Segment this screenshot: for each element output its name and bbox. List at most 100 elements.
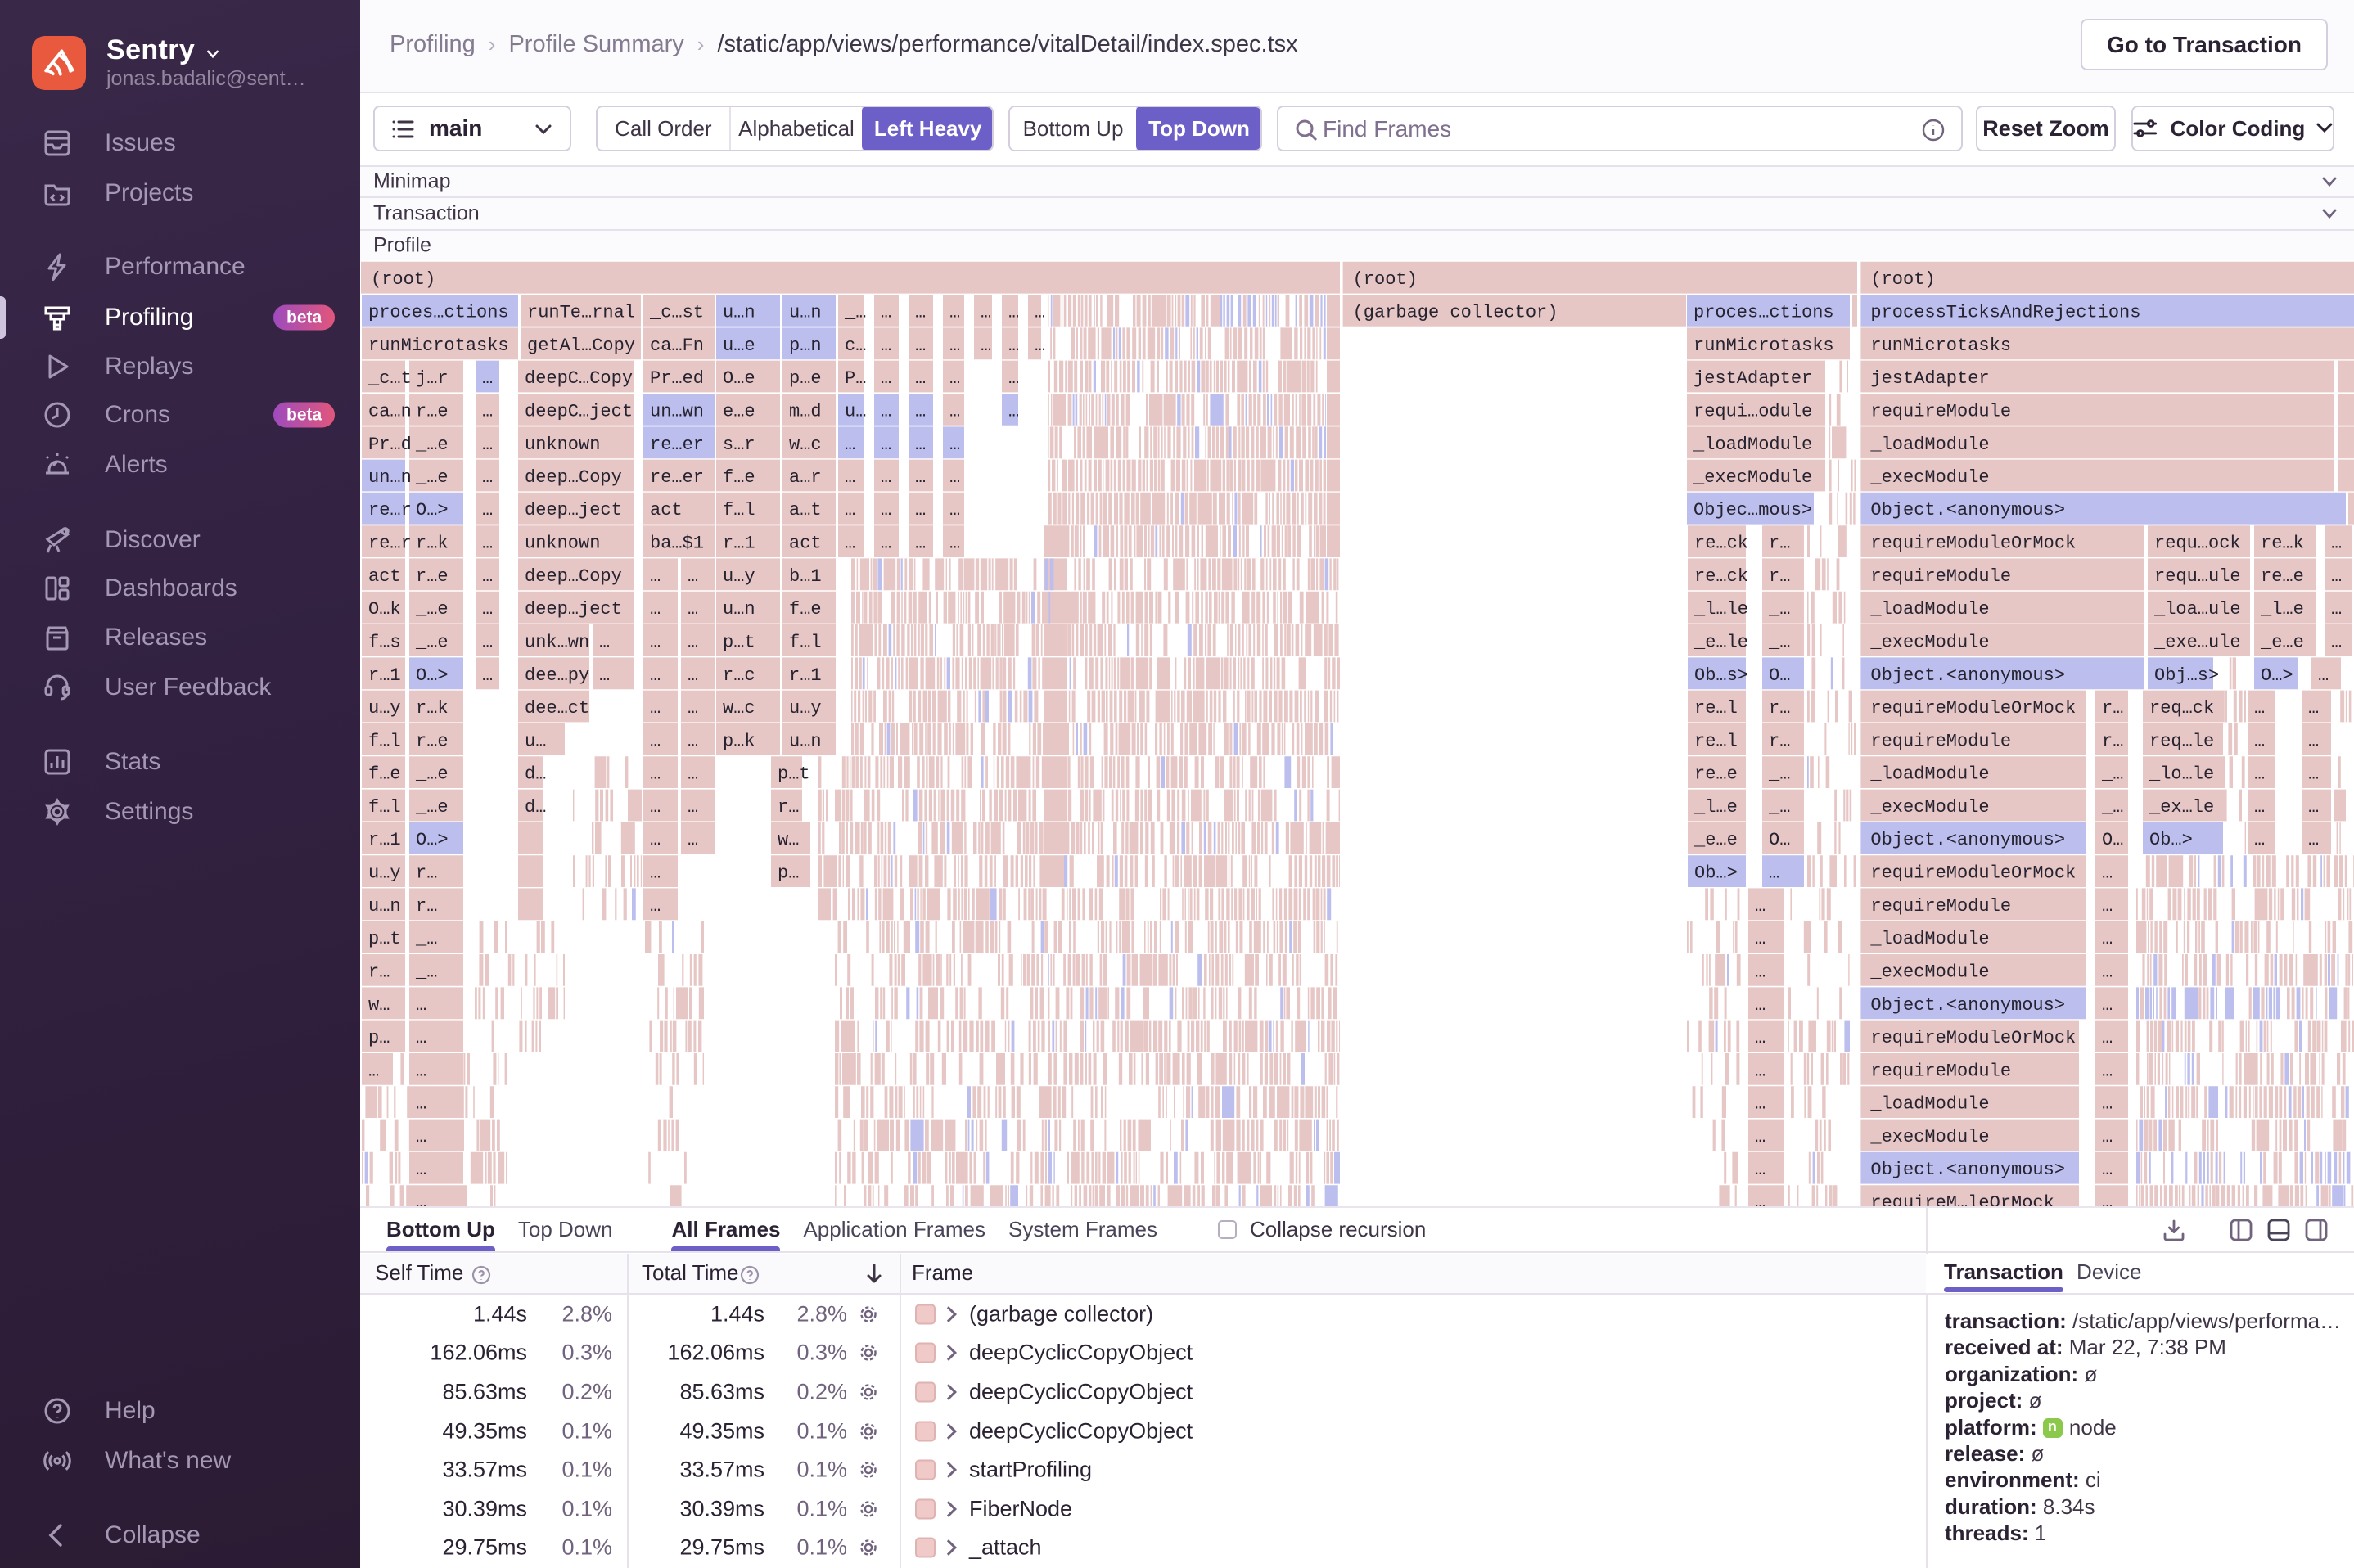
svg-text:…: …: [650, 896, 661, 917]
svg-text:req…le: req…le: [2149, 731, 2214, 751]
svg-text:…: …: [2254, 698, 2265, 719]
svg-text:…: …: [482, 566, 493, 587]
svg-text:f…l: f…l: [368, 797, 401, 818]
svg-text:Obj…s>: Obj…s>: [2154, 665, 2219, 686]
svg-text:r…: r…: [2102, 698, 2123, 719]
svg-text:re…l: re…l: [1694, 731, 1738, 751]
svg-text:deep…ject: deep…ject: [525, 500, 622, 520]
svg-text:…: …: [2331, 632, 2342, 652]
svg-text:Pr…ed: Pr…ed: [650, 368, 704, 389]
svg-text:_…: _…: [2101, 764, 2123, 785]
svg-text:…: …: [599, 665, 610, 686]
svg-text:unknown: unknown: [525, 534, 600, 554]
svg-text:…: …: [881, 467, 891, 488]
svg-text:f…e: f…e: [368, 764, 401, 785]
svg-text:_…e: _…e: [415, 435, 449, 455]
svg-text:r…: r…: [1769, 534, 1790, 554]
svg-text:…: …: [1755, 1193, 1766, 1206]
svg-text:_l…le: _l…le: [1693, 599, 1748, 620]
svg-text:Object.<anonymous>: Object.<anonymous>: [1870, 995, 2065, 1016]
svg-text:…: …: [650, 731, 661, 751]
svg-text:Ob…s>: Ob…s>: [1694, 665, 1748, 686]
svg-text:…: …: [2308, 698, 2319, 719]
svg-text:u…y: u…y: [368, 698, 401, 719]
svg-text:r…: r…: [368, 962, 390, 982]
svg-text:…: …: [2102, 1160, 2113, 1180]
svg-text:proces…ctions: proces…ctions: [1693, 303, 1834, 323]
svg-text:…: …: [482, 401, 493, 421]
svg-text:_execModule: _execModule: [1693, 467, 1812, 488]
svg-text:act: act: [368, 566, 401, 587]
svg-text:Ob…>: Ob…>: [2149, 830, 2193, 850]
svg-text:re…ck: re…ck: [1694, 534, 1748, 554]
svg-text:…: …: [1008, 401, 1019, 421]
svg-text:r…e: r…e: [416, 731, 449, 751]
svg-text:requireModule: requireModule: [1870, 731, 2011, 751]
svg-text:…: …: [368, 1061, 379, 1081]
svg-text:r…1: r…1: [368, 830, 401, 850]
svg-text:…: …: [1008, 336, 1019, 356]
svg-text:w…c: w…c: [789, 435, 822, 455]
svg-text:…: …: [1755, 995, 1766, 1016]
svg-text:deep…ject: deep…ject: [525, 599, 622, 620]
svg-text:processTicksAndRejections: processTicksAndRejections: [1870, 303, 2140, 323]
svg-text:_e…e: _e…e: [2260, 632, 2304, 652]
svg-text:…: …: [949, 534, 960, 554]
svg-text:requi…odule: requi…odule: [1693, 401, 1812, 421]
svg-text:…: …: [2102, 962, 2113, 982]
svg-text:…: …: [482, 368, 493, 389]
svg-text:requireModuleOrMock: requireModuleOrMock: [1870, 1028, 2076, 1048]
svg-text:f…s: f…s: [368, 632, 401, 652]
svg-text:…: …: [416, 1160, 426, 1180]
svg-text:re…r: re…r: [368, 534, 412, 554]
svg-text:_…e: _…e: [415, 632, 449, 652]
svg-text:_loadModule: _loadModule: [1869, 599, 1989, 620]
svg-text:Objec…mous>: Objec…mous>: [1693, 500, 1812, 520]
svg-text:_loa…ule: _loa…ule: [2153, 599, 2241, 620]
svg-text:…: …: [2102, 1193, 2113, 1206]
svg-text:…: …: [482, 500, 493, 520]
svg-text:e…e: e…e: [723, 401, 755, 421]
svg-text:…: …: [482, 435, 493, 455]
svg-text:…: …: [688, 764, 698, 785]
svg-text:_execModule: _execModule: [1869, 632, 1989, 652]
svg-text:O…>: O…>: [416, 665, 449, 686]
svg-text:…: …: [1755, 1160, 1766, 1180]
svg-text:_execModule: _execModule: [1869, 467, 1989, 488]
svg-text:…: …: [2102, 929, 2113, 949]
svg-text:_ex…le: _ex…le: [2149, 797, 2214, 818]
svg-text:re…er: re…er: [650, 467, 704, 488]
svg-text:…: …: [915, 336, 926, 356]
svg-text:_…: _…: [2101, 797, 2123, 818]
svg-text:_…: _…: [415, 929, 437, 949]
svg-text:(root): (root): [1353, 269, 1418, 290]
svg-text:_…: _…: [844, 303, 866, 323]
svg-text:_…e: _…e: [415, 467, 449, 488]
svg-text:Ob…>: Ob…>: [1694, 863, 1738, 884]
svg-text:r…: r…: [1769, 731, 1790, 751]
svg-text:…: …: [949, 467, 960, 488]
svg-text:…: …: [416, 1127, 426, 1147]
svg-text:r…1: r…1: [368, 665, 401, 686]
svg-text:p…t: p…t: [368, 929, 401, 949]
svg-text:…: …: [2102, 995, 2113, 1016]
svg-text:re…r: re…r: [368, 500, 412, 520]
svg-text:w…: w…: [778, 830, 799, 850]
svg-text:_…: _…: [1768, 797, 1790, 818]
svg-text:O…>: O…>: [416, 500, 449, 520]
svg-text:re…e: re…e: [2261, 566, 2304, 587]
svg-text:p…: p…: [368, 1028, 390, 1048]
svg-text:re…ck: re…ck: [1694, 566, 1748, 587]
svg-text:…: …: [599, 632, 610, 652]
svg-text:s…r: s…r: [723, 435, 755, 455]
svg-text:unknown: unknown: [525, 435, 600, 455]
svg-text:deepC…Copy: deepC…Copy: [525, 368, 633, 389]
svg-text:u…e: u…e: [723, 336, 755, 356]
svg-text:…: …: [915, 500, 926, 520]
svg-text:…: …: [1769, 863, 1779, 884]
svg-text:…: …: [2102, 863, 2113, 884]
svg-text:_lo…le: _lo…le: [2149, 764, 2214, 785]
svg-text:_…e: _…e: [415, 797, 449, 818]
svg-text:deep…Copy: deep…Copy: [525, 566, 622, 587]
svg-text:u…n: u…n: [368, 896, 401, 917]
